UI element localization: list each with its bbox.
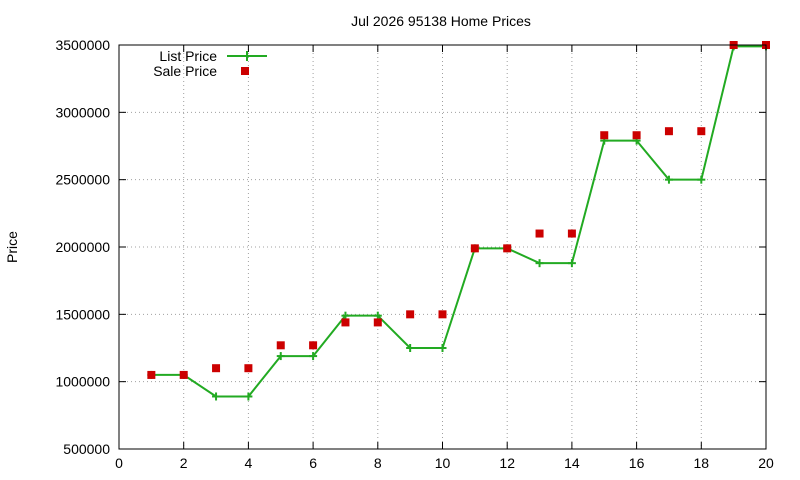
list-price-point xyxy=(697,175,706,184)
list-price-point xyxy=(309,352,318,361)
x-tick-label: 6 xyxy=(309,455,317,471)
y-tick-label: 1000000 xyxy=(55,374,110,390)
y-tick-label: 3000000 xyxy=(55,104,110,120)
sale-price-point xyxy=(309,341,318,350)
x-tick-label: 0 xyxy=(115,455,123,471)
legend: List Price Sale Price xyxy=(153,48,267,79)
list-price-point xyxy=(406,344,415,352)
list-price-point xyxy=(535,259,544,268)
legend-swatch-sale-price xyxy=(241,67,249,75)
list-price-point xyxy=(341,311,350,320)
sale-price-point xyxy=(373,318,382,327)
plot-area xyxy=(147,41,770,401)
x-tick-label: 14 xyxy=(564,455,580,471)
sale-price-point xyxy=(600,131,609,140)
x-tick-label: 4 xyxy=(245,455,253,471)
sale-price-point xyxy=(438,310,447,319)
sale-price-point xyxy=(341,318,350,327)
grid xyxy=(119,45,766,449)
sale-price-point xyxy=(664,127,673,136)
sale-price-point xyxy=(276,341,285,350)
x-tick-label: 20 xyxy=(758,455,774,471)
list-price-line xyxy=(151,45,766,398)
chart-title: Jul 2026 95138 Home Prices xyxy=(351,13,531,29)
sale-price-point xyxy=(503,244,512,253)
y-axis-label: Price xyxy=(4,231,20,263)
axes: 500000 1000000 1500000 2000000 2500000 300000… xyxy=(55,37,774,471)
sale-price-point xyxy=(406,310,415,319)
list-price-point xyxy=(373,311,382,320)
y-tick-label: 500000 xyxy=(63,441,110,457)
legend-label-list-price: List Price xyxy=(159,48,217,64)
sale-price-point xyxy=(244,364,253,373)
x-tick-label: 16 xyxy=(629,455,645,471)
sale-price-point xyxy=(567,229,576,238)
y-tick-label: 3500000 xyxy=(55,37,110,53)
x-tick-label: 18 xyxy=(694,455,710,471)
list-price-point xyxy=(212,392,221,401)
sale-price-point xyxy=(632,131,641,140)
sale-price-point xyxy=(470,244,479,253)
sale-price-point xyxy=(147,370,156,379)
x-tick-label: 10 xyxy=(435,455,451,471)
list-price-point xyxy=(664,175,673,184)
sale-price-point xyxy=(179,370,188,379)
legend-label-sale-price: Sale Price xyxy=(153,63,217,79)
legend-swatch-list-price xyxy=(227,51,267,61)
list-price-point xyxy=(438,344,447,352)
y-tick-label: 1500000 xyxy=(55,306,110,322)
list-price-point xyxy=(567,259,576,268)
y-tick-label: 2000000 xyxy=(55,239,110,255)
x-tick-label: 12 xyxy=(499,455,515,471)
list-price-point xyxy=(244,392,253,401)
sale-price-point xyxy=(535,229,544,238)
x-tick-label: 2 xyxy=(180,455,188,471)
sale-price-point xyxy=(697,127,706,136)
sale-price-point xyxy=(212,364,221,373)
list-price-point xyxy=(276,352,285,361)
x-tick-label: 8 xyxy=(374,455,382,471)
y-tick-label: 2500000 xyxy=(55,172,110,188)
